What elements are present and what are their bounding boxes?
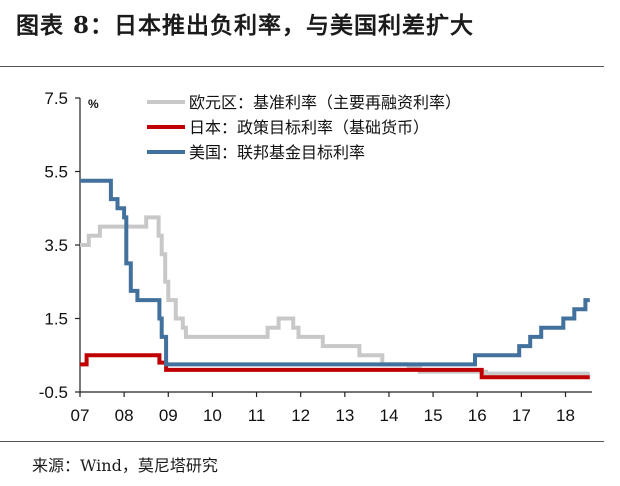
legend-label-2: 美国：联邦基金目标利率	[189, 144, 365, 162]
x-tick-label: 07	[71, 406, 90, 425]
y-unit-label: %	[88, 97, 99, 111]
chart-axes: 7.5 5.5 3.5 1.5 -0.5% 07 08 09 10 11 12 13 14 15 16 17 1…	[39, 89, 592, 425]
x-tick-label: 08	[115, 406, 134, 425]
series-line-0	[80, 215, 590, 376]
chart-series-group	[80, 178, 590, 380]
x-tick-label: 18	[556, 406, 575, 425]
x-tick-label: 13	[335, 406, 354, 425]
legend-label-1: 日本：政策目标利率（基础货币）	[189, 119, 429, 137]
footer-divider	[0, 441, 604, 442]
series-line-1	[80, 353, 590, 380]
x-tick-label: 09	[159, 406, 178, 425]
x-tick-label: 15	[424, 406, 443, 425]
x-tick-label: 12	[291, 406, 310, 425]
x-tick-label: 17	[512, 406, 531, 425]
x-tick-label: 16	[468, 406, 487, 425]
chart-legend: 欧元区：基准利率（主要再融资利率） 日本：政策目标利率（基础货币） 美国：联邦基金目…	[147, 94, 461, 162]
title-divider	[0, 66, 604, 67]
y-tick-label: 1.5	[44, 310, 68, 329]
y-tick-label: 3.5	[44, 236, 68, 255]
y-tick-label: -0.5	[39, 383, 68, 402]
x-tick-label: 14	[380, 406, 399, 425]
source-note: 来源：Wind，莫尼塔研究	[32, 456, 218, 475]
series-line-2	[80, 178, 590, 367]
legend-label-0: 欧元区：基准利率（主要再融资利率）	[189, 94, 461, 112]
y-tick-label: 7.5	[44, 89, 68, 108]
x-tick-label: 10	[203, 406, 222, 425]
x-tick-label: 11	[248, 406, 266, 425]
y-tick-label: 5.5	[44, 163, 68, 182]
chart: 7.5 5.5 3.5 1.5 -0.5% 07 08 09 10 11 12 13 14 15 16 17 1…	[39, 89, 592, 425]
page-title: 图表 8：日本推出负利率，与美国利差扩大	[16, 12, 475, 39]
